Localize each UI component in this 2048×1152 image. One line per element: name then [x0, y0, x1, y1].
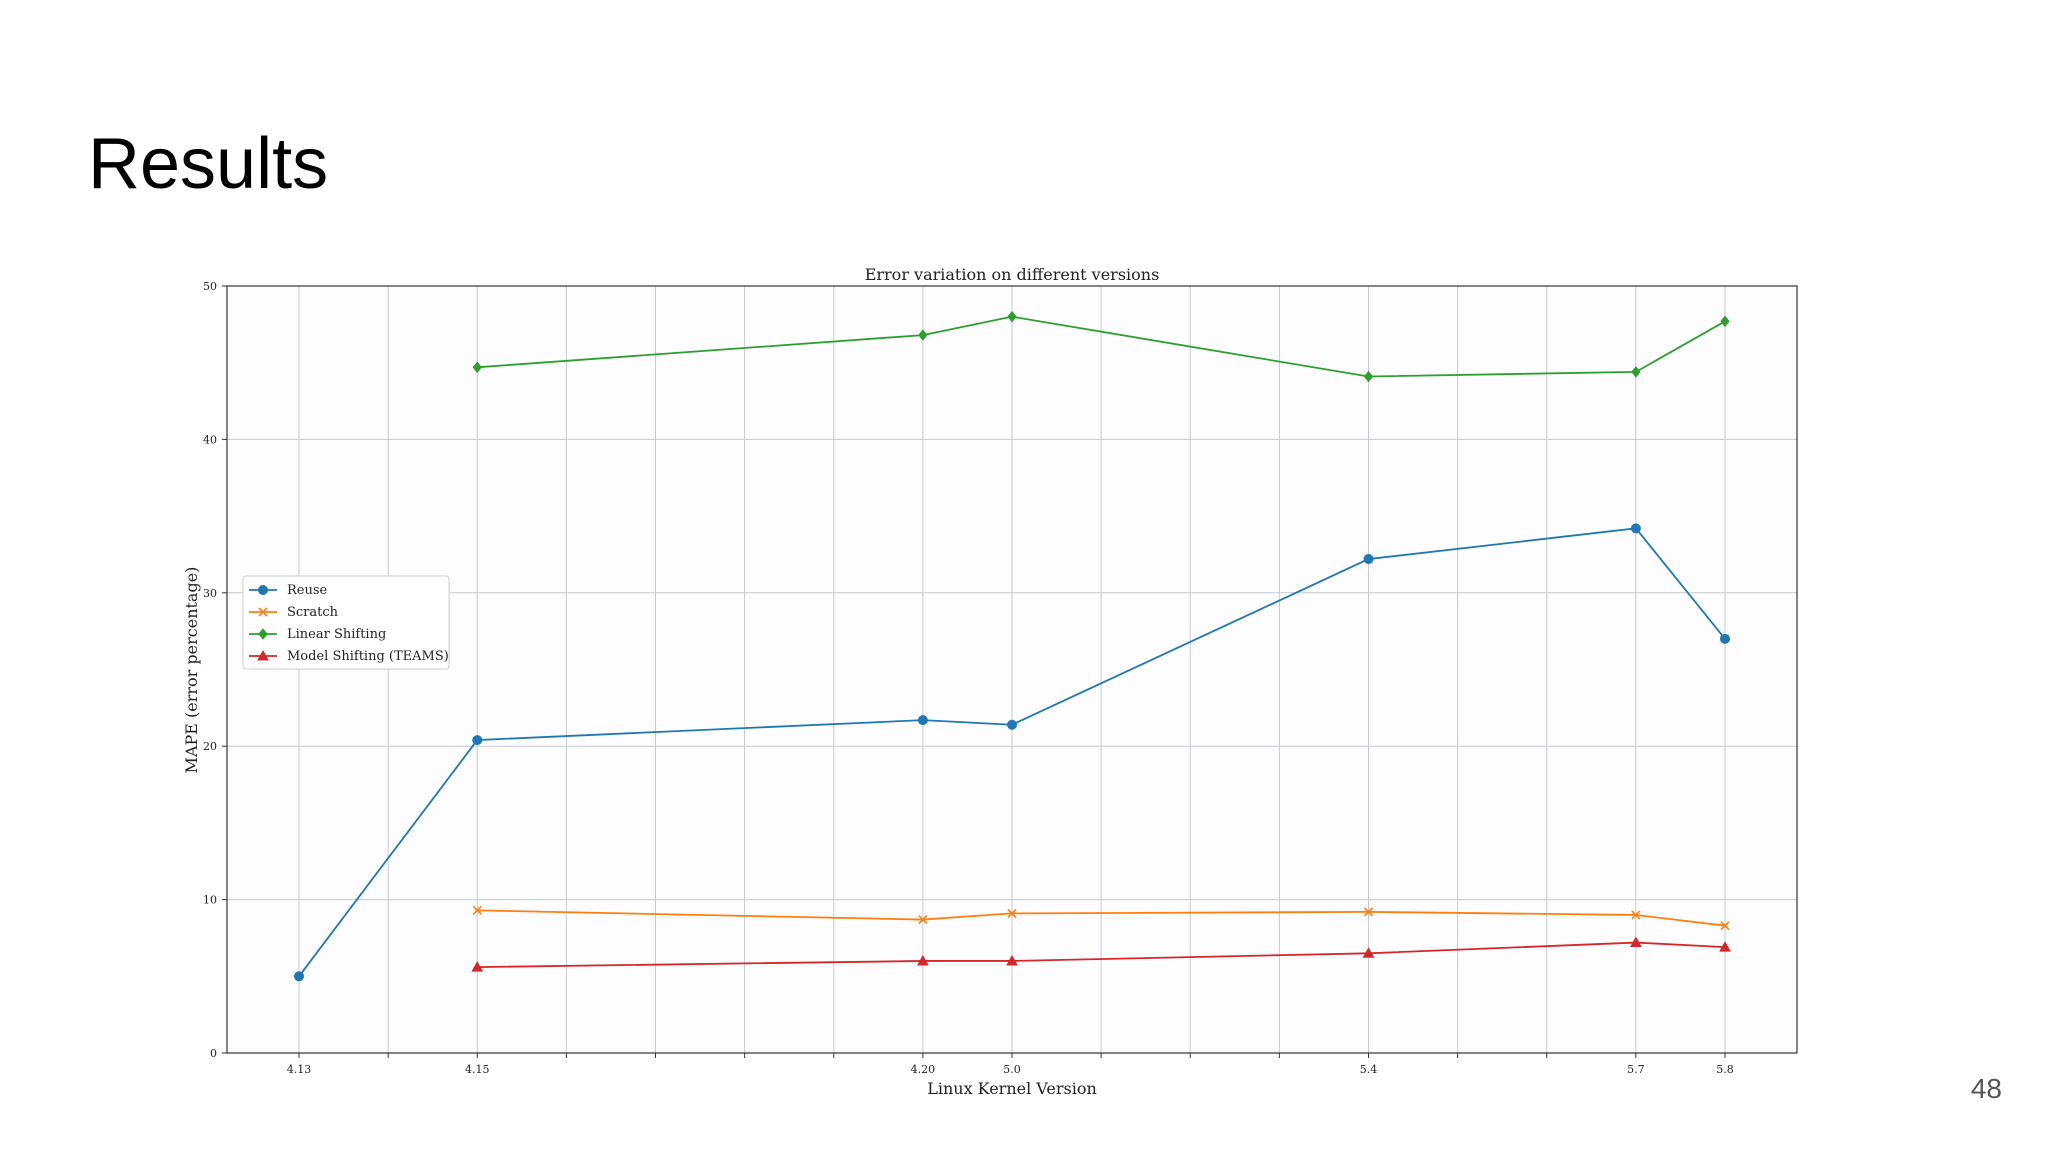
point	[258, 585, 268, 595]
legend-label: Linear Shifting	[287, 627, 386, 642]
point	[1630, 936, 1642, 948]
plot-frame	[226, 285, 1798, 1054]
x-tick-label: 4.15	[465, 1063, 490, 1076]
x-tick-label: 5.0	[1003, 1063, 1021, 1076]
y-tick-label: 20	[203, 740, 217, 753]
series-line	[477, 941, 1726, 968]
series-line	[477, 909, 1726, 927]
legend-label: Scratch	[287, 605, 339, 620]
slide-title: Results	[88, 124, 328, 204]
y-tick-label: 10	[203, 894, 217, 907]
point	[472, 735, 483, 746]
page-number: 48	[1971, 1073, 2002, 1104]
point	[1720, 921, 1730, 931]
chart-title: Error variation on different versions	[865, 265, 1160, 284]
point	[1363, 370, 1374, 383]
x-axis-label: Linux Kernel Version	[927, 1079, 1097, 1098]
point	[472, 905, 482, 915]
x-tick-label: 5.4	[1360, 1063, 1378, 1076]
series-line	[477, 315, 1726, 378]
point	[1006, 954, 1018, 966]
point	[917, 954, 929, 966]
point	[1720, 633, 1730, 644]
x-tick-label: 4.20	[911, 1063, 936, 1076]
y-axis-label: MAPE (error percentage)	[182, 567, 201, 774]
point	[258, 607, 268, 617]
point	[918, 914, 928, 925]
point	[1363, 907, 1374, 917]
point	[1007, 908, 1017, 918]
point	[257, 649, 269, 661]
legend-label: Reuse	[287, 583, 328, 598]
x-tick-label: 5.7	[1627, 1063, 1645, 1076]
point	[294, 971, 304, 982]
y-tick-label: 50	[203, 280, 217, 293]
point	[1719, 941, 1731, 952]
legend-box	[242, 575, 450, 670]
point	[1630, 523, 1641, 534]
point	[258, 628, 268, 640]
point	[917, 715, 928, 726]
point	[472, 361, 482, 374]
point	[1007, 719, 1017, 730]
point	[1363, 554, 1374, 565]
point	[1007, 310, 1017, 323]
point	[1631, 910, 1641, 920]
point	[1631, 366, 1641, 378]
y-tick-label: 40	[203, 433, 217, 446]
y-tick-label: 0	[210, 1047, 217, 1060]
x-tick-label: 5.8	[1716, 1063, 1734, 1076]
legend-label: Model Shifting (TEAMS)	[287, 649, 449, 664]
point	[1720, 315, 1730, 328]
y-tick-label: 30	[203, 587, 217, 600]
point	[471, 961, 484, 972]
x-tick-label: 4.13	[287, 1063, 312, 1076]
point	[918, 329, 928, 341]
point	[1362, 947, 1375, 958]
